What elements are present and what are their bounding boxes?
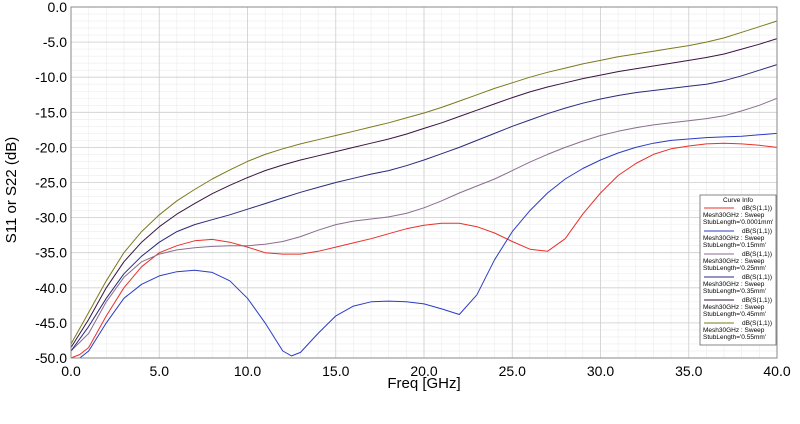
- x-tick-label: 0.0: [61, 363, 81, 379]
- legend-series-sweep: Mesh30GHz : Sweep: [703, 281, 765, 288]
- plot-frame: [70, 6, 778, 359]
- legend[interactable]: Curve Info dB(S(1,1))Mesh30GHz : SweepSt…: [699, 194, 777, 346]
- legend-series-stub: StubLength='0.15mm': [703, 242, 766, 249]
- x-tick-label: 35.0: [675, 363, 702, 379]
- x-tick-label: 20.0: [410, 363, 437, 379]
- legend-series-sweep: Mesh30GHz : Sweep: [703, 212, 765, 219]
- series-line-2: [71, 132, 778, 359]
- legend-series-sweep: Mesh30GHz : Sweep: [703, 304, 765, 311]
- legend-series-sweep: Mesh30GHz : Sweep: [703, 327, 765, 334]
- legend-series-name: dB(S(1,1)): [742, 274, 772, 281]
- x-tick-label: 10.0: [234, 363, 261, 379]
- legend-box: [699, 194, 777, 346]
- y-tick-label: 0.0: [48, 0, 68, 15]
- series-line-6: [70, 20, 778, 345]
- legend-series-name: dB(S(1,1)): [742, 228, 772, 235]
- legend-series-stub: StubLength='0.0001mm': [703, 219, 773, 226]
- series-line-5: [70, 38, 778, 348]
- legend-series-name: dB(S(1,1)): [742, 205, 772, 212]
- x-tick-label: 40.0: [763, 363, 790, 379]
- y-tick-label: -50.0: [35, 350, 67, 366]
- legend-series-stub: StubLength='0.25mm': [703, 265, 766, 272]
- y-tick-label: -5.0: [43, 34, 67, 50]
- series-group: [70, 20, 778, 359]
- x-axis-title: Freq [GHz]: [387, 375, 460, 392]
- legend-series-name: dB(S(1,1)): [742, 251, 772, 258]
- y-tick-label: -35.0: [35, 245, 67, 261]
- y-tick-label: -40.0: [35, 280, 67, 296]
- y-tick-label: -20.0: [35, 139, 67, 155]
- series-line-1: [70, 142, 778, 359]
- x-tick-label: 30.0: [587, 363, 614, 379]
- series-line-3: [70, 97, 778, 352]
- x-axis-ticks: 0.0 5.0 10.0 15.0 20.0 25.0 30.0 35.0 40.0: [61, 363, 791, 379]
- y-axis-ticks: 0.0 -5.0 -10.0 -15.0 -20.0 -25.0 -30.0 -35.0 -40…: [35, 0, 67, 366]
- legend-series-name: dB(S(1,1)): [742, 320, 772, 327]
- y-axis-title: S11 or S22 (dB): [3, 137, 20, 243]
- y-tick-label: -45.0: [35, 315, 67, 331]
- legend-series-name: dB(S(1,1)): [742, 297, 772, 304]
- y-tick-label: -30.0: [35, 210, 67, 226]
- legend-series-stub: StubLength='0.35mm': [703, 288, 766, 295]
- legend-items: dB(S(1,1))Mesh30GHz : SweepStubLength='0…: [703, 205, 773, 341]
- y-tick-label: -10.0: [35, 69, 67, 85]
- legend-title: Curve Info: [723, 197, 753, 204]
- legend-series-stub: StubLength='0.55mm': [703, 334, 766, 341]
- legend-series-stub: StubLength='0.45mm': [703, 311, 766, 318]
- y-tick-label: -15.0: [35, 104, 67, 120]
- x-tick-label: 15.0: [322, 363, 349, 379]
- series-line-4: [70, 64, 778, 352]
- x-tick-label: 25.0: [499, 363, 526, 379]
- y-tick-label: -25.0: [35, 175, 67, 191]
- legend-series-sweep: Mesh30GHz : Sweep: [703, 235, 765, 242]
- x-tick-label: 5.0: [150, 363, 170, 379]
- legend-series-sweep: Mesh30GHz : Sweep: [703, 258, 765, 265]
